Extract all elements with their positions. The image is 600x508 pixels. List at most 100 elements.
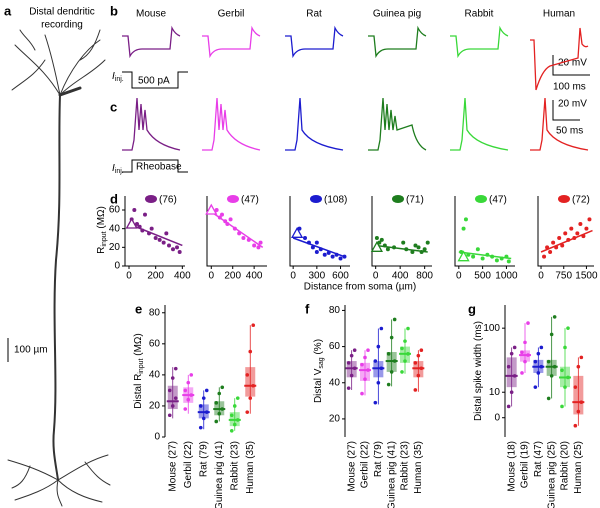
point (463, 217, 468, 222)
y-tick-label: 20 (329, 414, 341, 425)
voltage-trace (530, 27, 589, 91)
category-label: Rabbit (20) (560, 441, 571, 490)
apical-tuft (11, 29, 106, 96)
point (413, 388, 418, 392)
species-icon (145, 195, 157, 203)
point (389, 370, 394, 374)
label-part: (%) (313, 339, 324, 357)
point (217, 411, 222, 416)
category-label: Human (25) (573, 441, 584, 494)
y-tick-label: 20 (149, 401, 161, 412)
box (506, 357, 517, 388)
point (539, 364, 544, 369)
panel-label: c (110, 99, 117, 114)
point (480, 256, 485, 261)
point (135, 222, 139, 226)
point (536, 371, 541, 375)
y-tick-label: 60 (329, 341, 341, 352)
point (228, 217, 233, 222)
count-label: (76) (159, 195, 177, 206)
y-tick-label: 40 (149, 370, 161, 381)
voltage-trace (202, 97, 261, 151)
category-label: Rat (47) (533, 441, 544, 477)
category-label: Rat (79) (198, 441, 209, 477)
point (173, 366, 178, 371)
point (363, 355, 367, 360)
category-label: Rabbit (23) (400, 441, 411, 490)
point (560, 404, 564, 409)
panel-label: g (468, 301, 476, 316)
panel-title: recording (41, 20, 83, 31)
point (346, 386, 351, 390)
species-name: Mouse (136, 9, 166, 20)
point (557, 236, 562, 240)
point (170, 376, 175, 380)
point (523, 340, 527, 345)
point (584, 226, 589, 231)
point (186, 380, 191, 385)
x-tick-label: 500 (474, 271, 491, 282)
point (373, 400, 378, 405)
x-tick-label: 0 (538, 271, 544, 282)
point (406, 326, 410, 331)
point (551, 240, 556, 245)
point (220, 407, 225, 411)
point (506, 364, 511, 369)
point (204, 388, 209, 393)
point (587, 217, 592, 222)
x-tick-label: 200 (147, 271, 164, 282)
point (471, 254, 476, 259)
y-axis-label: Rinput (MΩ) (96, 206, 109, 254)
point (425, 240, 430, 245)
category-label: Mouse (27) (346, 441, 357, 492)
point (161, 240, 166, 245)
point (546, 396, 551, 401)
point (220, 385, 225, 390)
species-name: Gerbil (218, 9, 245, 20)
y-tick-label: 80 (329, 305, 341, 316)
point (164, 231, 169, 236)
x-tick-label: 0 (456, 271, 462, 282)
point (563, 385, 567, 389)
y-tick-label: 60 (149, 338, 161, 349)
point (406, 352, 410, 356)
point (171, 247, 175, 252)
point (349, 353, 354, 358)
label-part: R (96, 247, 107, 254)
species-icon (227, 195, 239, 203)
point (322, 252, 327, 257)
point (363, 377, 367, 381)
category-label: Human (35) (413, 441, 424, 494)
point (506, 404, 511, 409)
point (549, 374, 554, 378)
point (549, 332, 554, 337)
label-part: input (138, 358, 145, 373)
y-tick-label: 60 (109, 205, 121, 216)
point (546, 359, 551, 364)
box (573, 375, 584, 415)
panel-label: b (110, 3, 118, 18)
point (256, 245, 261, 250)
point (198, 404, 203, 408)
point (403, 359, 407, 363)
x-tick-label: 400 (174, 271, 191, 282)
point (352, 348, 357, 353)
axis (124, 196, 185, 267)
label-part: inj. (115, 168, 124, 175)
point (251, 323, 256, 327)
point (579, 400, 584, 404)
category-label: Mouse (27) (167, 441, 178, 492)
point (520, 371, 524, 375)
y-axis-label: Distal Vsag (%) (313, 339, 326, 403)
y-tick-label: 100 (483, 323, 500, 334)
scale-label: 100 ms (553, 82, 586, 93)
step-label: 500 pA (138, 76, 170, 87)
point (403, 339, 407, 343)
soma-marker (291, 226, 304, 238)
category-label: Guinea pig (41) (214, 441, 225, 508)
y-axis-label: Distal spike width (ms) (473, 321, 484, 421)
y-tick-label: 80 (149, 307, 161, 318)
current-step (122, 159, 188, 173)
point (563, 345, 567, 350)
point (379, 237, 384, 242)
